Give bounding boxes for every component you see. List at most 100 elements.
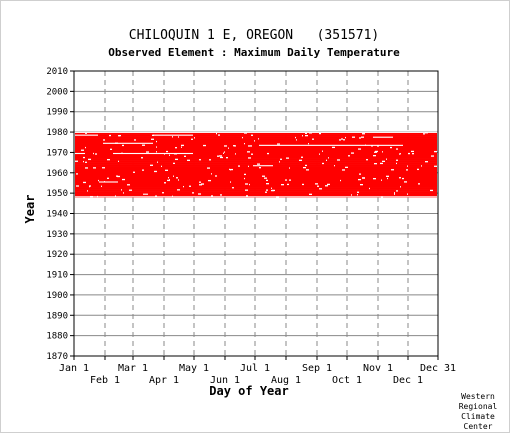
missing-day-mark <box>169 179 170 181</box>
missing-day-mark <box>299 159 302 161</box>
missing-day-mark <box>279 161 280 163</box>
missing-day-mark <box>192 192 194 194</box>
missing-day-mark <box>386 158 387 160</box>
missing-day-mark <box>251 134 253 136</box>
missing-day-mark <box>369 187 370 190</box>
missing-day-mark <box>167 179 170 182</box>
x-tick-label: Nov 1 <box>363 363 393 374</box>
missing-day-mark <box>345 136 346 139</box>
missing-day-mark <box>172 136 173 138</box>
missing-day-mark <box>332 146 335 149</box>
missing-day-mark <box>169 154 170 156</box>
data-year-row <box>75 193 437 196</box>
missing-day-mark <box>238 165 240 167</box>
missing-day-mark <box>215 175 217 177</box>
missing-day-mark <box>107 159 110 161</box>
missing-day-mark <box>404 181 407 183</box>
missing-day-mark <box>198 193 201 195</box>
missing-day-mark <box>357 194 358 196</box>
missing-day-mark <box>315 183 318 185</box>
x-tick-label: Feb 1 <box>90 375 120 386</box>
missing-day-mark <box>154 170 157 173</box>
missing-day-mark <box>230 169 231 171</box>
missing-data-gap <box>259 144 403 146</box>
data-year-row <box>75 140 437 143</box>
missing-day-mark <box>76 173 78 175</box>
missing-day-mark <box>85 132 87 134</box>
missing-day-mark <box>265 191 267 193</box>
missing-day-mark <box>191 138 193 140</box>
missing-day-mark <box>327 183 330 186</box>
missing-day-mark <box>366 159 368 161</box>
missing-day-mark <box>129 189 132 191</box>
missing-day-mark <box>123 192 124 194</box>
missing-day-mark <box>164 182 166 184</box>
x-tick-label: Jan 1 <box>59 363 89 374</box>
missing-day-mark <box>342 169 345 171</box>
missing-day-mark <box>232 187 234 189</box>
missing-day-mark <box>309 193 312 195</box>
missing-day-mark <box>245 189 248 191</box>
missing-day-mark <box>244 173 246 176</box>
missing-day-mark <box>89 185 91 187</box>
data-year-row <box>75 176 437 180</box>
missing-day-mark <box>87 190 88 192</box>
missing-day-mark <box>76 185 79 187</box>
missing-day-mark <box>104 181 105 183</box>
y-tick-label: 1890 <box>46 311 68 321</box>
missing-day-mark <box>434 150 437 153</box>
data-year-row <box>75 189 437 192</box>
missing-day-mark <box>434 165 437 167</box>
missing-day-mark <box>362 177 365 179</box>
missing-day-mark <box>402 177 404 180</box>
missing-day-mark <box>93 152 94 155</box>
missing-day-mark <box>161 165 162 167</box>
missing-day-mark <box>249 183 250 186</box>
missing-day-mark <box>229 168 230 171</box>
missing-day-mark <box>117 175 120 178</box>
missing-day-mark <box>391 169 394 171</box>
y-tick-label: 1900 <box>46 291 68 301</box>
missing-day-mark <box>121 189 122 191</box>
missing-day-mark <box>295 136 296 139</box>
missing-day-mark <box>143 144 145 146</box>
missing-day-mark <box>230 181 231 183</box>
missing-day-mark <box>164 153 165 155</box>
y-tick-label: 1930 <box>46 230 68 240</box>
missing-day-mark <box>359 137 361 139</box>
x-tick-label: Apr 1 <box>149 375 179 386</box>
credit-line-4: Center <box>464 422 493 431</box>
missing-data-gap <box>113 152 193 155</box>
y-axis-label: Year <box>23 195 37 224</box>
data-year-row <box>75 187 437 190</box>
missing-day-mark <box>181 146 182 148</box>
missing-day-mark <box>417 168 419 171</box>
missing-day-mark <box>287 183 289 186</box>
missing-day-mark <box>264 177 267 179</box>
missing-day-mark <box>178 136 179 138</box>
missing-day-mark <box>390 146 392 149</box>
missing-day-mark <box>396 190 398 192</box>
missing-day-mark <box>351 194 352 196</box>
missing-day-mark <box>351 152 354 154</box>
missing-day-mark <box>207 167 210 169</box>
y-tick-label: 1880 <box>46 332 68 342</box>
missing-day-mark <box>184 155 186 157</box>
grid-layer <box>74 70 438 357</box>
missing-day-mark <box>358 148 361 150</box>
x-tick-label: Oct 1 <box>332 375 362 386</box>
y-tick-label: 1950 <box>46 189 68 199</box>
missing-day-mark <box>235 153 236 155</box>
missing-day-mark <box>156 140 157 143</box>
missing-day-mark <box>234 145 236 147</box>
missing-day-mark <box>203 144 206 147</box>
data-year-row <box>75 156 437 159</box>
missing-day-mark <box>245 183 248 185</box>
missing-day-mark <box>150 164 153 166</box>
missing-day-mark <box>254 140 255 142</box>
missing-day-mark <box>296 139 297 141</box>
missing-day-mark <box>247 151 250 153</box>
y-axis-ticks: 1870 1880 1890 1900 1910 1920 1930 1940 1950 1960… <box>46 67 74 362</box>
